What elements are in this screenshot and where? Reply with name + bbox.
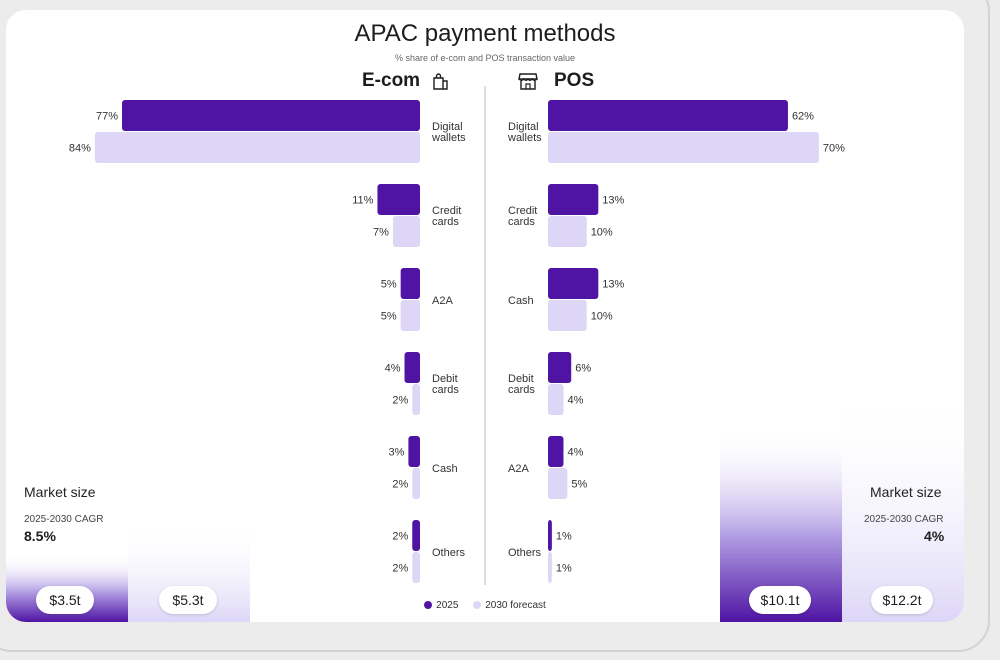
pos-data-label-digital-wallets-2025: 62% <box>792 111 814 123</box>
ecom-category-label-credit-cards: Credit cards <box>432 205 461 228</box>
ecom-bar-credit-cards-2025 <box>377 184 420 215</box>
ecom-market-size-label: Market size <box>24 484 96 500</box>
pos-bar-debit-cards-2025 <box>548 352 572 383</box>
ecom-data-label-cash-2030: 2% <box>392 479 408 491</box>
ecom-bar-cash-2030 <box>412 468 420 499</box>
ecom-category-label-cash: Cash <box>432 463 458 475</box>
pos-cagr-label: 2025-2030 CAGR <box>864 514 944 525</box>
ecom-bar-digital-wallets-2030 <box>94 132 421 163</box>
pos-panel-title: POS <box>554 70 595 91</box>
pos-data-label-debit-cards-2030: 4% <box>567 395 583 407</box>
ecom-bar-cash-2025 <box>408 436 420 467</box>
pos-bar-credit-cards-2030 <box>548 216 587 247</box>
pos-market-size-label: Market size <box>870 484 942 500</box>
ecom-cagr-label: 2025-2030 CAGR <box>24 514 104 525</box>
ecom-bar-debit-cards-2030 <box>412 384 420 415</box>
ecom-data-label-digital-wallets-2025: 77% <box>96 111 118 123</box>
ecom-data-label-debit-cards-2025: 4% <box>385 363 401 375</box>
ecom-data-label-debit-cards-2030: 2% <box>392 395 408 407</box>
pos-category-label-cash: Cash <box>508 295 534 307</box>
ecom-category-label-debit-cards: Debit cards <box>432 373 459 396</box>
legend-label-2025: 2025 <box>436 600 459 611</box>
ecom-data-label-credit-cards-2025: 11% <box>352 195 373 207</box>
legend-item-2030: 2030 forecast <box>473 600 546 611</box>
pos-bar-a2a-2030 <box>548 468 568 499</box>
ecom-data-label-credit-cards-2030: 7% <box>373 227 389 239</box>
pos-bar-digital-wallets-2030 <box>548 132 819 163</box>
ecom-data-label-others-2025: 2% <box>392 531 408 543</box>
ecom-bar-others-2030 <box>412 552 420 583</box>
pos-category-label-others: Others <box>508 547 542 559</box>
pos-bar-a2a-2025 <box>548 436 564 467</box>
chart-subtitle: % share of e-com and POS transaction val… <box>394 53 576 63</box>
pos-bar-others-2030 <box>548 552 552 583</box>
shopping-bag-icon <box>432 72 448 95</box>
pos-data-label-credit-cards-2030: 10% <box>591 227 613 239</box>
ecom-market-size-2025: $3.5t <box>36 586 94 614</box>
ecom-category-label-digital-wallets: Digital wallets <box>431 121 466 144</box>
ecom-category-label-a2a: A2A <box>432 295 453 307</box>
pos-bar-cash-2025 <box>548 268 599 299</box>
pos-market-size-2030: $12.2t <box>871 586 933 614</box>
ecom-data-label-others-2030: 2% <box>392 563 408 575</box>
ecom-category-label-others: Others <box>432 547 466 559</box>
pos-data-label-a2a-2025: 4% <box>567 447 583 459</box>
ecom-data-label-digital-wallets-2030: 84% <box>69 143 91 155</box>
ecom-market-size-2030: $5.3t <box>159 586 217 614</box>
pos-bar-debit-cards-2030 <box>548 384 564 415</box>
pos-data-label-a2a-2030: 5% <box>571 479 587 491</box>
ecom-bar-a2a-2030 <box>400 300 420 331</box>
pos-bar-others-2025 <box>548 520 552 551</box>
legend-label-2030: 2030 forecast <box>485 600 546 611</box>
pos-category-label-debit-cards: Debit cards <box>508 373 535 396</box>
pos-data-label-cash-2030: 10% <box>591 311 613 323</box>
pos-bar-cash-2030 <box>548 300 587 331</box>
ecom-bar-debit-cards-2025 <box>404 352 420 383</box>
pos-market-size-2025: $10.1t <box>749 586 811 614</box>
chart-legend: 2025 2030 forecast <box>6 600 964 611</box>
pos-data-label-cash-2025: 13% <box>602 279 624 291</box>
storefront-icon <box>518 72 538 95</box>
legend-swatch-2025 <box>424 601 433 609</box>
pos-data-label-debit-cards-2025: 6% <box>575 363 591 375</box>
ecom-data-label-a2a-2025: 5% <box>381 279 397 291</box>
pos-bar-digital-wallets-2025 <box>548 100 788 131</box>
pos-data-label-digital-wallets-2030: 70% <box>823 143 845 155</box>
pos-cagr-value: 4% <box>924 528 945 544</box>
chart-card: 77% 84% Digital wallets 11% 7% Credit cards 5% 5%… <box>6 10 964 622</box>
pos-data-label-others-2030: 1% <box>556 563 572 575</box>
pos-data-label-others-2025: 1% <box>556 531 572 543</box>
ecom-bar-a2a-2025 <box>400 268 420 299</box>
ecom-bar-digital-wallets-2025 <box>122 100 420 131</box>
legend-item-2025: 2025 <box>424 600 458 611</box>
pos-category-label-digital-wallets: Digital wallets <box>507 121 542 144</box>
pos-category-label-a2a: A2A <box>508 463 529 475</box>
window-frame <box>0 0 990 652</box>
pos-bar-credit-cards-2025 <box>548 184 599 215</box>
ecom-cagr-value: 8.5% <box>24 528 56 544</box>
ecom-data-label-a2a-2030: 5% <box>381 311 397 323</box>
pos-market-column-2030 <box>842 387 964 622</box>
legend-swatch-2030 <box>473 601 482 609</box>
chart-title: APAC payment methods <box>354 20 616 47</box>
ecom-bar-others-2025 <box>412 520 420 551</box>
ecom-panel-title: E-com <box>362 70 421 91</box>
pos-category-label-credit-cards: Credit cards <box>508 205 537 228</box>
chart-canvas: 77% 84% Digital wallets 11% 7% Credit cards 5% 5%… <box>6 86 964 622</box>
ecom-data-label-cash-2025: 3% <box>388 447 404 459</box>
pos-data-label-credit-cards-2025: 13% <box>602 195 624 207</box>
ecom-bar-credit-cards-2030 <box>392 216 420 247</box>
